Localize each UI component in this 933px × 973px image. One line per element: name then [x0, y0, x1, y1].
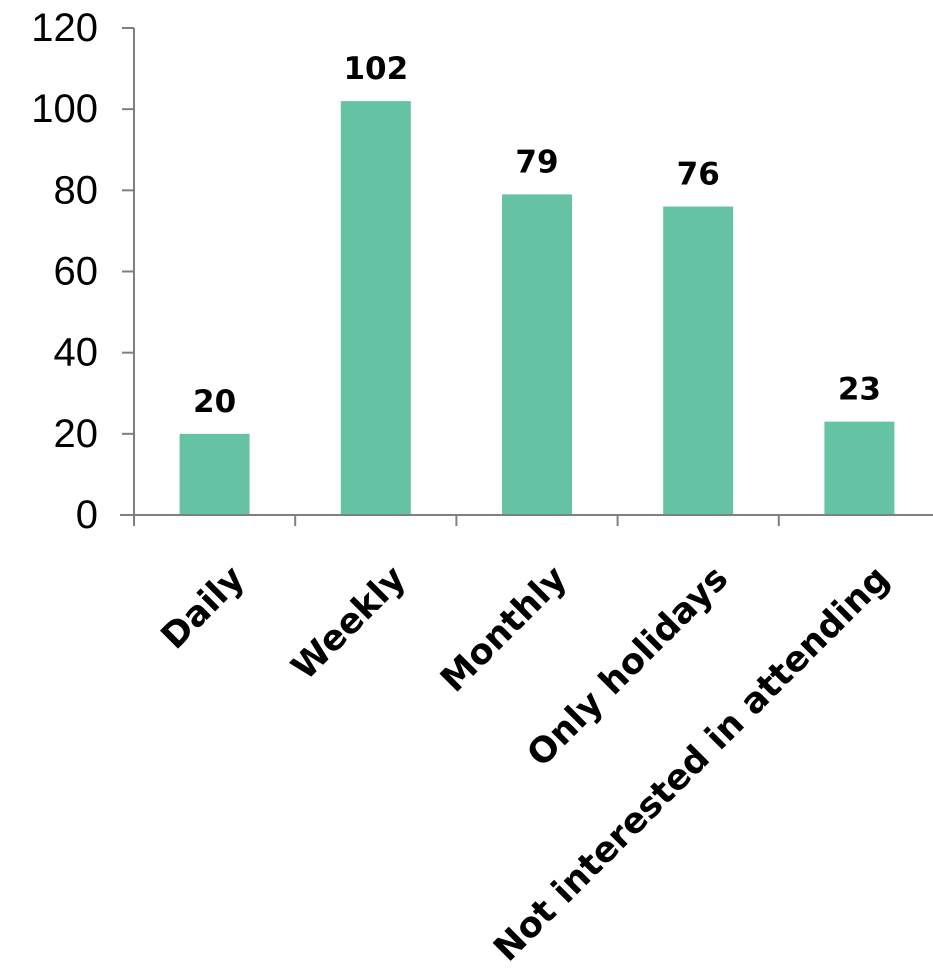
x-tick-label: Monthly	[433, 558, 575, 700]
data-label: 79	[515, 144, 558, 180]
bar	[340, 101, 411, 516]
x-tick-label: Daily	[154, 558, 253, 657]
y-tick-label: 20	[54, 412, 99, 456]
y-tick-label: 60	[54, 250, 99, 294]
bar	[502, 194, 572, 515]
x-axis-ticks	[133, 515, 780, 526]
x-tick-label: Weekly	[284, 558, 413, 687]
bars	[179, 101, 895, 516]
y-tick-label: 100	[31, 87, 98, 131]
y-tick-label: 40	[54, 331, 99, 375]
bar	[663, 206, 734, 516]
bar	[179, 433, 250, 515]
data-labels: 20 102 79 76 23	[193, 51, 881, 420]
y-tick-label: 120	[31, 6, 98, 50]
bar	[824, 421, 895, 515]
data-label: 102	[343, 51, 408, 87]
data-label: 76	[677, 157, 720, 193]
y-axis-ticks: 0 20 40 60 80 100 120	[31, 6, 134, 537]
data-label: 23	[838, 372, 881, 408]
y-tick-label: 80	[54, 168, 99, 212]
data-label: 20	[193, 384, 236, 420]
y-tick-label: 0	[76, 493, 98, 537]
